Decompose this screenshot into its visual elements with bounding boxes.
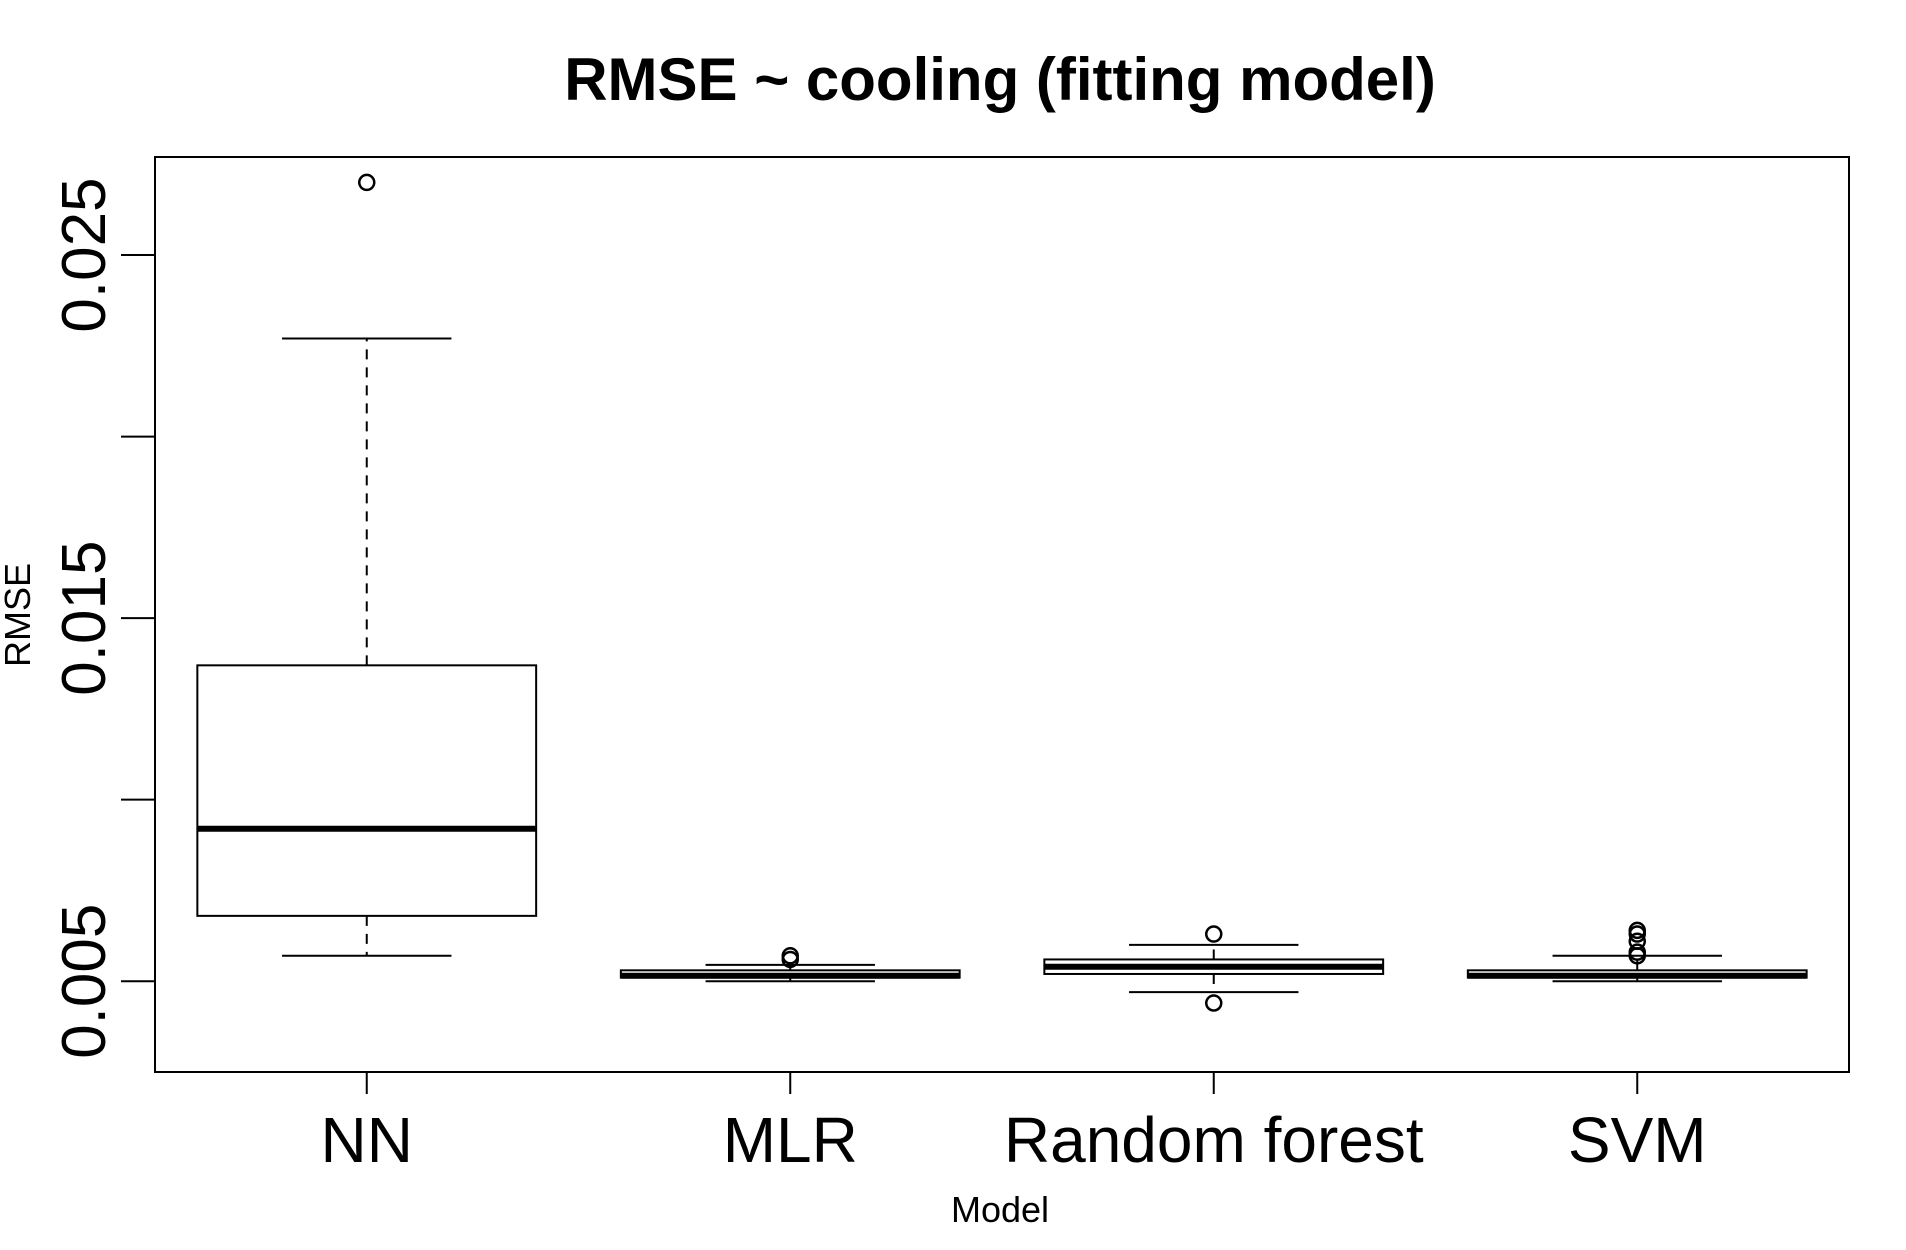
x-tick-label: MLR bbox=[723, 1104, 858, 1176]
y-tick-label: 0.025 bbox=[50, 177, 119, 332]
y-axis-title: RMSE bbox=[0, 563, 38, 667]
x-axis: NN MLR Random forest SVM bbox=[321, 1072, 1707, 1176]
y-tick-label: 0.005 bbox=[50, 904, 119, 1059]
y-tick-label: 0.015 bbox=[50, 541, 119, 696]
box-nn bbox=[196, 173, 538, 957]
outlier-point bbox=[1205, 925, 1223, 943]
outlier-point bbox=[1628, 947, 1646, 965]
plot-frame bbox=[154, 156, 1850, 1073]
y-axis: 0.005 0.015 0.025 bbox=[50, 177, 155, 1059]
outlier-point bbox=[1628, 925, 1646, 943]
x-tick-label: SVM bbox=[1568, 1104, 1707, 1176]
x-tick-label: Random forest bbox=[1004, 1104, 1424, 1176]
iqr-box bbox=[196, 664, 538, 917]
x-axis-title: Model bbox=[951, 1189, 1049, 1230]
outlier-point bbox=[781, 950, 799, 969]
chart-title: RMSE ~ cooling (fitting model) bbox=[564, 46, 1436, 113]
x-tick-label: NN bbox=[321, 1104, 413, 1176]
box-svm bbox=[1466, 921, 1808, 983]
outlier-point bbox=[1205, 994, 1223, 1012]
boxes-group bbox=[196, 173, 1808, 1012]
box-random-forest bbox=[1043, 925, 1385, 1012]
box-mlr bbox=[619, 947, 961, 983]
outlier-point bbox=[358, 173, 376, 192]
